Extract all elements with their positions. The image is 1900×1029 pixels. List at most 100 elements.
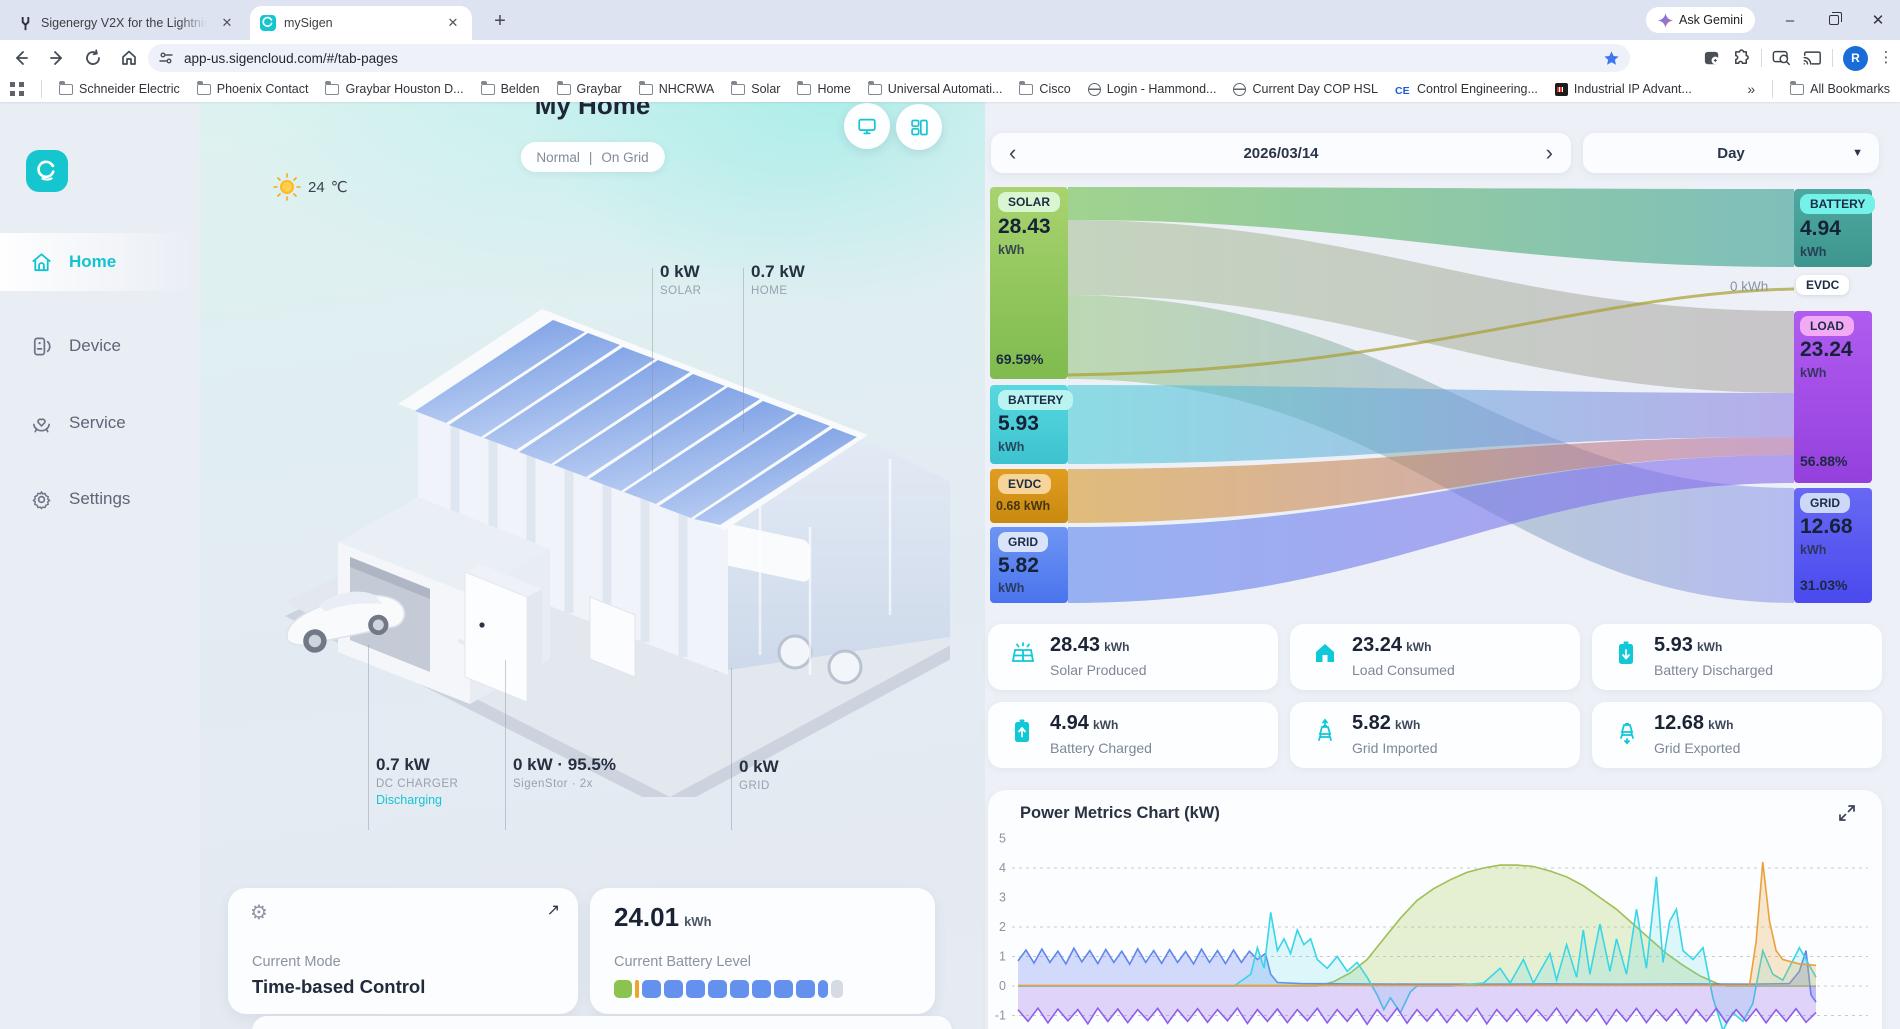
bookmarks-bar: Schneider Electric Phoenix Contact Grayb…: [0, 76, 1900, 102]
stat-value: 23.24: [1352, 634, 1402, 656]
bookmarks-divider: [41, 80, 42, 98]
sankey-value: 28.43: [998, 215, 1051, 239]
sankey-value: 4.94: [1800, 217, 1841, 241]
stat-card-grid-exported: 12.68kWh Grid Exported: [1592, 702, 1882, 768]
sigenergy-favicon: [18, 16, 33, 31]
sankey-label: SOLAR: [998, 192, 1060, 212]
sankey-evdc-in-value: 0 kWh: [1730, 279, 1768, 294]
extensions-puzzle-icon[interactable]: [1732, 49, 1751, 68]
url-bar[interactable]: app-us.sigencloud.com/#/tab-pages: [148, 44, 1630, 72]
bookmark-label: Solar: [751, 82, 780, 96]
cast-icon[interactable]: [1802, 49, 1822, 67]
sidebar-item-device[interactable]: Device: [0, 317, 200, 375]
bookmarks-overflow-button[interactable]: »: [1747, 81, 1755, 97]
previous-day-button[interactable]: ‹: [1009, 142, 1016, 164]
callout-line-solar: [652, 268, 653, 473]
energy-panel: ‹ 2026/03/14 › Day ▼: [985, 102, 1900, 1029]
sidebar-item-home[interactable]: Home: [0, 233, 200, 291]
bookmark-label: Current Day COP HSL: [1252, 82, 1378, 96]
reload-button[interactable]: [78, 43, 108, 73]
back-button[interactable]: [6, 43, 36, 73]
monitor-icon: [856, 115, 878, 137]
stat-card-load-consumed: 23.24kWh Load Consumed: [1290, 624, 1580, 690]
bookmark-item[interactable]: Belden: [481, 82, 540, 96]
stat-value: 5.93: [1654, 634, 1693, 656]
screen-search-icon[interactable]: [1772, 49, 1792, 67]
sidebar-item-settings[interactable]: Settings: [0, 470, 200, 528]
window-restore-button[interactable]: [1812, 0, 1856, 40]
sankey-unit: kWh: [1800, 366, 1826, 380]
range-select[interactable]: Day ▼: [1583, 133, 1879, 173]
folder-icon: [481, 84, 495, 95]
svg-text:3: 3: [999, 891, 1006, 905]
bookmark-item[interactable]: Graybar Houston D...: [325, 82, 463, 96]
callout-value: 0 kW · 95.5%: [513, 755, 616, 775]
chart-expand-icon[interactable]: [1838, 804, 1856, 822]
profile-avatar[interactable]: R: [1843, 46, 1868, 71]
folder-icon: [59, 84, 73, 95]
apps-grid-icon[interactable]: [10, 82, 24, 96]
tab-mysigen[interactable]: mySigen ✕: [250, 6, 472, 40]
window-minimize-button[interactable]: –: [1768, 0, 1812, 40]
callout-value: 0 kW: [739, 757, 779, 777]
current-mode-card[interactable]: ⚙ ↗ Current Mode Time-based Control: [228, 888, 578, 1014]
callout-label: GRID: [739, 780, 779, 792]
sankey-unit: kWh: [1800, 543, 1826, 557]
tab-sigenergy[interactable]: Sigenergy V2X for the Lightning ✕: [8, 6, 246, 40]
battery-charge-icon: [1010, 718, 1034, 744]
bookmark-item[interactable]: NHCRWA: [639, 82, 715, 96]
bookmark-item[interactable]: Control Engineering...: [1395, 82, 1538, 96]
stat-label: Solar Produced: [1050, 662, 1147, 678]
site-settings-icon[interactable]: [158, 50, 174, 66]
home-button[interactable]: [114, 43, 144, 73]
battery-discharge-icon: [1614, 640, 1638, 666]
bookmark-item[interactable]: Solar: [731, 82, 780, 96]
settings-gear-icon: [30, 488, 53, 511]
layout-view-button[interactable]: [896, 104, 942, 150]
bookmark-item[interactable]: Home: [797, 82, 850, 96]
bookmark-star-icon[interactable]: [1603, 50, 1620, 67]
status-badge: Normal | On Grid: [520, 142, 664, 172]
sankey-value: 0.68 kWh: [996, 499, 1050, 513]
bookmark-item[interactable]: Login - Hammond...: [1088, 82, 1217, 96]
all-bookmarks-button[interactable]: All Bookmarks: [1790, 82, 1890, 96]
home-load-icon: [1312, 640, 1338, 666]
bookmark-item[interactable]: Industrial IP Advant...: [1555, 82, 1692, 96]
browser-menu-icon[interactable]: ⋮: [1878, 55, 1894, 61]
status-normal: Normal: [536, 150, 580, 165]
extension-badge-icon[interactable]: [1703, 49, 1722, 68]
stat-label: Battery Charged: [1050, 740, 1152, 756]
ce-favicon: [1395, 83, 1411, 95]
stat-unit: kWh: [1104, 640, 1129, 654]
layout-icon: [909, 117, 930, 138]
bookmark-item[interactable]: Cisco: [1019, 82, 1070, 96]
expand-arrow-icon[interactable]: ↗: [547, 900, 560, 920]
callout-label: HOME: [751, 285, 805, 297]
bookmark-item[interactable]: Graybar: [557, 82, 622, 96]
forward-button[interactable]: [42, 43, 72, 73]
tab-close-icon[interactable]: ✕: [218, 14, 236, 32]
callout-label: SOLAR: [660, 285, 702, 297]
power-metrics-chart: 543210-1: [988, 832, 1882, 1029]
sidebar-item-service[interactable]: Service: [0, 394, 200, 452]
bookmark-item[interactable]: Schneider Electric: [59, 82, 180, 96]
new-tab-button[interactable]: +: [486, 8, 514, 36]
url-text[interactable]: app-us.sigencloud.com/#/tab-pages: [184, 51, 1603, 66]
date-value[interactable]: 2026/03/14: [1243, 145, 1318, 162]
bookmark-label: Schneider Electric: [79, 82, 180, 96]
bookmark-item[interactable]: Current Day COP HSL: [1233, 82, 1378, 96]
tab-close-icon[interactable]: ✕: [444, 14, 462, 32]
next-day-button[interactable]: ›: [1546, 142, 1553, 164]
range-value: Day: [1717, 145, 1745, 162]
bookmark-item[interactable]: Phoenix Contact: [197, 82, 309, 96]
ask-gemini-button[interactable]: Ask Gemini: [1646, 7, 1755, 33]
sidebar-item-label: Home: [69, 252, 116, 272]
window-close-button[interactable]: ✕: [1856, 0, 1900, 40]
svg-text:2: 2: [999, 920, 1006, 934]
tab-title: mySigen: [284, 16, 436, 30]
restore-icon: [1829, 15, 1839, 25]
folder-icon: [1019, 84, 1033, 95]
callout-line-sigenstor: [505, 660, 506, 830]
bookmark-item[interactable]: Universal Automati...: [868, 82, 1003, 96]
display-mode-button[interactable]: [844, 103, 890, 149]
